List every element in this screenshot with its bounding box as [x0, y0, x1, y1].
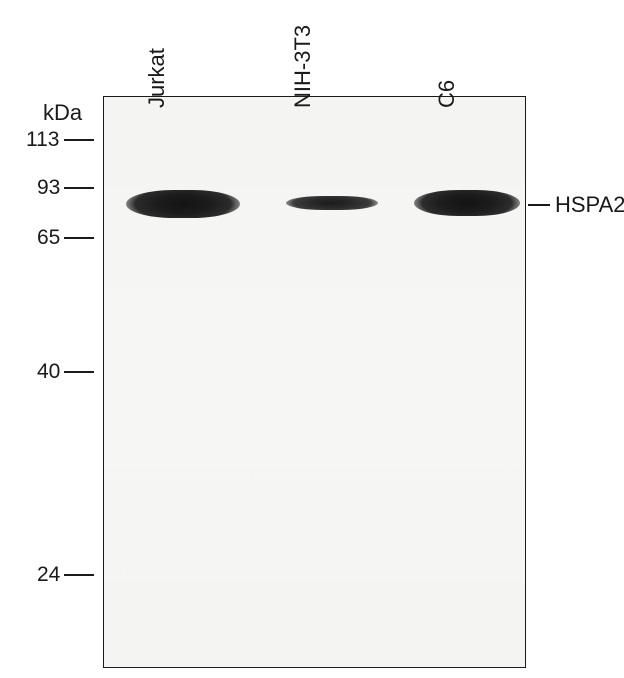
- protein-band: [126, 190, 240, 218]
- mw-tick: [64, 371, 94, 373]
- band-label: HSPA2: [555, 192, 624, 218]
- mw-label: 65: [37, 226, 60, 250]
- mw-tick: [64, 139, 94, 141]
- blot-membrane: [103, 96, 526, 668]
- mw-tick: [64, 574, 94, 576]
- mw-label: 24: [37, 563, 60, 587]
- protein-band: [286, 196, 378, 210]
- protein-band: [414, 190, 520, 216]
- mw-tick: [64, 187, 94, 189]
- mw-label: 113: [26, 128, 59, 152]
- mw-label: 93: [37, 176, 60, 200]
- lane-label: NIH-3T3: [290, 25, 316, 108]
- mw-unit-label: kDa: [43, 100, 82, 126]
- mw-label: 40: [37, 360, 60, 384]
- lane-label: C6: [434, 80, 460, 108]
- mw-tick: [64, 237, 94, 239]
- lane-label: Jurkat: [144, 48, 170, 108]
- band-label-tick: [528, 204, 550, 206]
